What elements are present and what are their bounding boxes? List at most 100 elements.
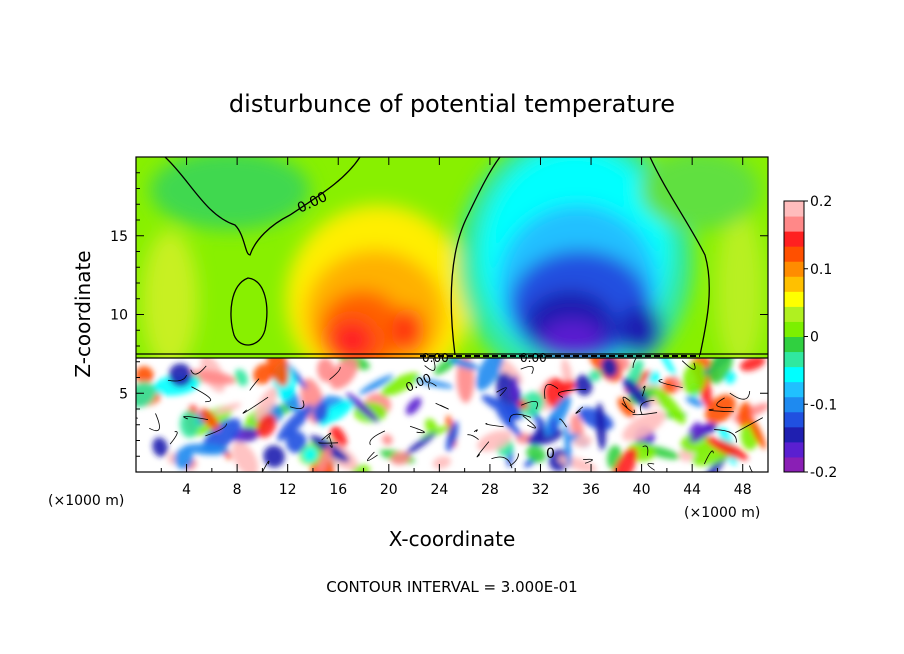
contour-label-interface-mid: 0.00 bbox=[520, 351, 547, 365]
turbulent-contour bbox=[136, 417, 138, 419]
colorbar-tick-label: 0.1 bbox=[810, 262, 832, 278]
turbulent-contour bbox=[632, 412, 658, 416]
turbulent-contour bbox=[467, 434, 479, 440]
chart-title: disturbunce of potential temperature bbox=[229, 90, 675, 118]
turbulent-patch bbox=[526, 445, 546, 463]
turbulent-patch bbox=[574, 374, 593, 396]
turbulent-contour bbox=[491, 456, 513, 469]
lower-field bbox=[136, 358, 768, 472]
turbulent-contour bbox=[749, 465, 753, 472]
turbulent-patch bbox=[652, 386, 686, 424]
right-yellow-band bbox=[716, 210, 764, 370]
turbulent-patch bbox=[611, 447, 638, 472]
turbulent-patch bbox=[317, 358, 335, 383]
lower-contour-lines bbox=[136, 358, 763, 472]
contour-interval-note: CONTOUR INTERVAL = 3.000E-01 bbox=[326, 578, 577, 596]
turbulent-contour bbox=[321, 432, 332, 441]
turbulent-patch bbox=[682, 361, 707, 396]
x-tick-label: 4 bbox=[182, 482, 191, 498]
x-tick-label: 44 bbox=[683, 482, 701, 498]
y-tick-label: 10 bbox=[110, 308, 128, 324]
turbulent-contour bbox=[428, 382, 437, 390]
zero-contour-cold-left bbox=[450, 157, 501, 356]
turbulent-patch bbox=[589, 369, 602, 382]
colorbar: 0.2 0.1 0 -0.1 -0.2 bbox=[783, 194, 837, 481]
x-tick-label: 40 bbox=[633, 482, 651, 498]
colorbar-tick-label: -0.1 bbox=[810, 397, 837, 413]
colorbar-swatch bbox=[784, 276, 804, 292]
turbulent-patch bbox=[285, 430, 307, 454]
top-left-green bbox=[150, 157, 310, 230]
turbulent-contour bbox=[647, 463, 655, 471]
turbulent-contour bbox=[485, 422, 504, 428]
turbulent-contour bbox=[183, 415, 209, 421]
colorbar-swatch bbox=[784, 261, 804, 277]
turbulent-patch bbox=[405, 432, 437, 455]
turbulent-contour bbox=[318, 442, 339, 444]
zero-contour-closed bbox=[230, 277, 268, 346]
turbulent-contour bbox=[558, 418, 567, 428]
lower-turbulent-patches bbox=[136, 358, 768, 472]
colorbar-swatch bbox=[784, 426, 804, 443]
turbulent-patch bbox=[448, 358, 479, 370]
colorbar-swatch bbox=[784, 231, 804, 247]
x-axis-label: X-coordinate bbox=[389, 527, 516, 551]
colorbar-swatch bbox=[784, 381, 804, 398]
turbulent-patch bbox=[136, 366, 154, 385]
turbulent-contour bbox=[409, 425, 425, 434]
turbulent-contour bbox=[473, 429, 478, 433]
turbulent-contour bbox=[242, 396, 269, 414]
turbulent-patch bbox=[136, 381, 157, 408]
warm-plume-core bbox=[330, 320, 374, 360]
turbulent-contour bbox=[708, 408, 734, 413]
x-tick-label: 24 bbox=[430, 482, 448, 498]
colorbar-swatch bbox=[784, 411, 804, 428]
turbulent-patch bbox=[202, 418, 242, 453]
turbulent-contour bbox=[169, 431, 178, 445]
colorbar-swatch bbox=[784, 216, 804, 232]
turbulent-patch bbox=[725, 371, 736, 384]
turbulent-contour bbox=[642, 445, 649, 456]
x-unit-label: (×1000 m) bbox=[684, 505, 760, 521]
turbulent-patch bbox=[256, 413, 277, 438]
x-tick-label: 20 bbox=[380, 482, 398, 498]
turbulent-patch bbox=[705, 394, 736, 424]
x-tick-label: 16 bbox=[329, 482, 347, 498]
y-unit-label: (×1000 m) bbox=[48, 493, 124, 509]
turbulent-contour bbox=[329, 366, 341, 380]
turbulent-patch bbox=[601, 358, 618, 378]
turbulent-contour bbox=[249, 378, 260, 391]
turbulent-contour bbox=[557, 388, 587, 398]
turbulent-contour bbox=[714, 429, 737, 443]
turbulent-patch bbox=[317, 399, 354, 426]
turbulent-patch bbox=[302, 447, 318, 463]
turbulent-patch bbox=[477, 430, 513, 452]
turbulent-contour bbox=[735, 417, 763, 433]
turbulent-contour bbox=[328, 436, 333, 448]
turbulent-contour bbox=[476, 441, 490, 458]
turbulent-patch bbox=[254, 386, 278, 422]
turbulent-patch bbox=[277, 404, 313, 442]
x-tick-label: 36 bbox=[582, 482, 600, 498]
turbulent-patch bbox=[445, 421, 459, 452]
turbulent-contour bbox=[641, 385, 646, 397]
colorbar-swatch bbox=[784, 306, 804, 322]
turbulent-patch bbox=[519, 391, 545, 417]
top-right-green bbox=[640, 157, 760, 230]
turbulent-patch bbox=[358, 374, 394, 395]
turbulent-contour bbox=[729, 390, 751, 400]
x-tick-label: 32 bbox=[532, 482, 550, 498]
turbulent-patch bbox=[199, 408, 220, 431]
turbulent-patch bbox=[511, 375, 519, 403]
turbulent-patch bbox=[622, 377, 650, 409]
colorbar-swatch bbox=[784, 321, 804, 337]
turbulent-patch bbox=[329, 358, 358, 390]
colorbar-swatch bbox=[784, 336, 804, 353]
colorbar-swatch bbox=[784, 351, 804, 368]
turbulent-contour bbox=[496, 387, 507, 397]
turbulent-contour bbox=[509, 413, 532, 422]
turbulent-contour bbox=[261, 460, 270, 472]
colorbar-tick-label: 0.2 bbox=[810, 194, 832, 210]
upper-field: 0.00 bbox=[136, 157, 768, 395]
x-axis: 4 8 12 16 20 24 28 32 36 40 44 48 bbox=[160, 157, 752, 498]
